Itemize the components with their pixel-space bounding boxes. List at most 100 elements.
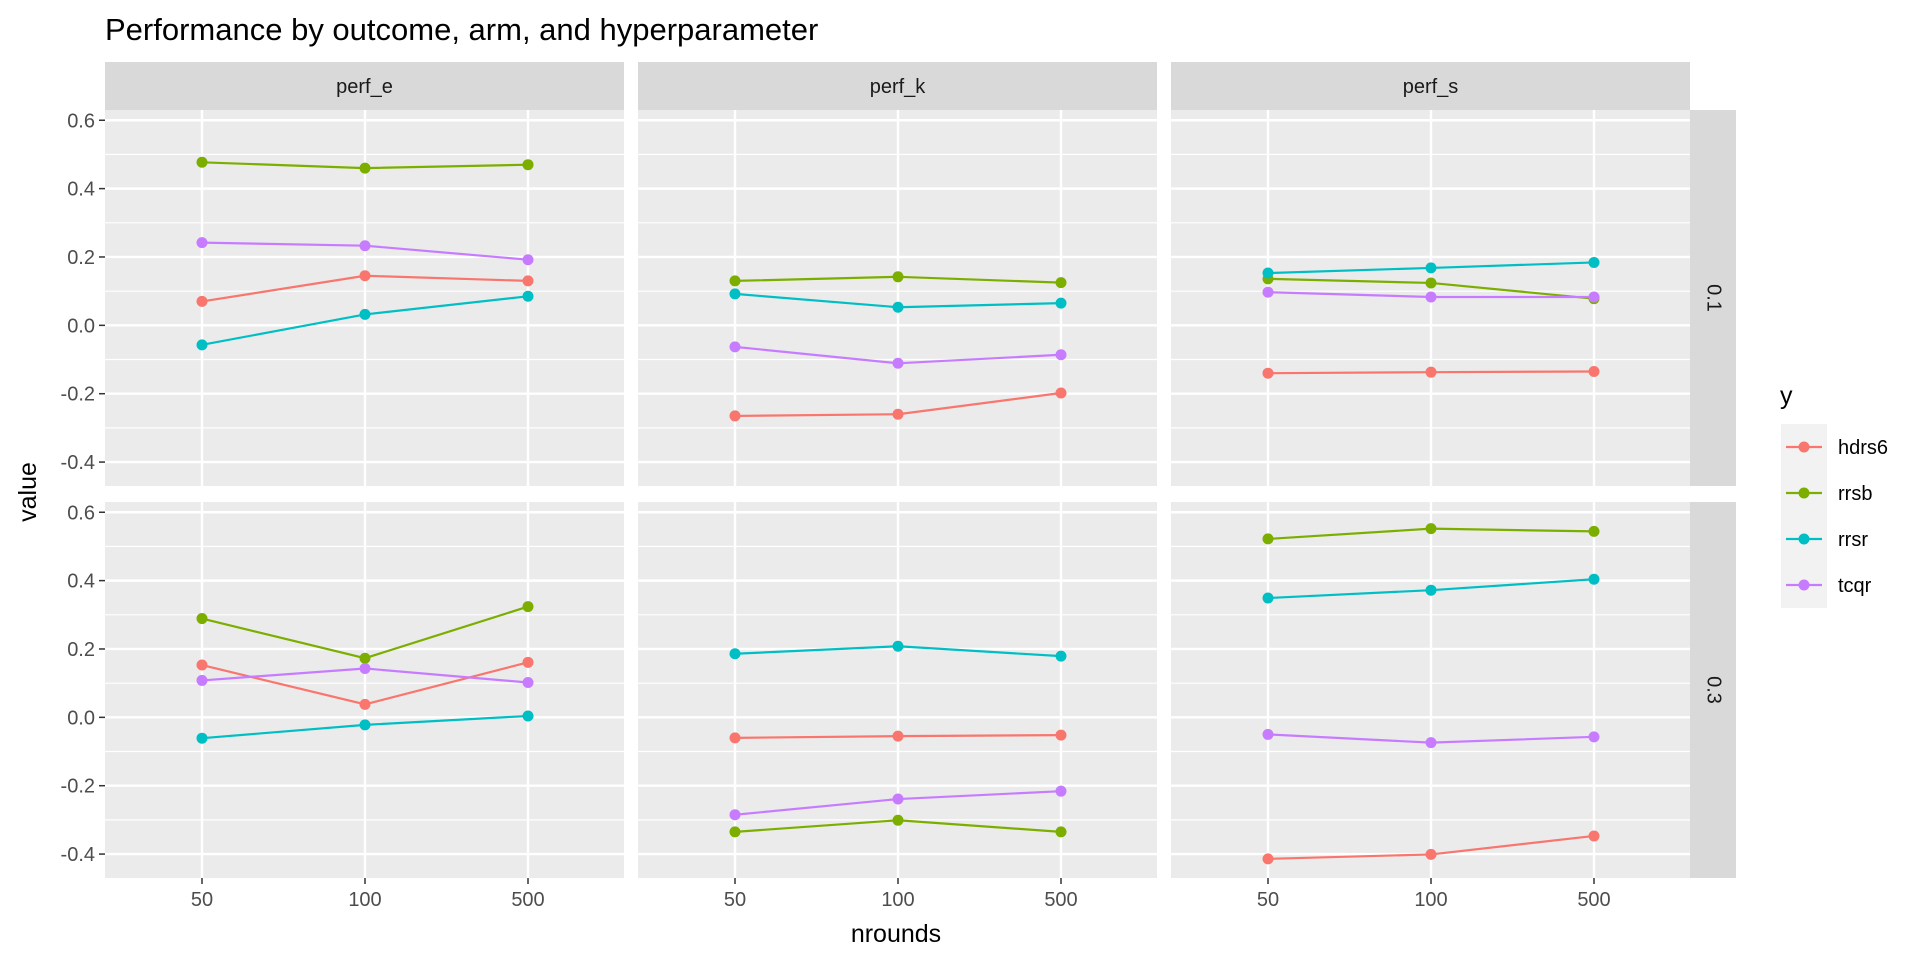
- data-point-rrsb-500: [1588, 525, 1600, 537]
- x-tick-label: 100: [881, 889, 914, 911]
- y-tick-label: 0.6: [67, 110, 95, 132]
- legend-label: tcqr: [1838, 575, 1872, 597]
- data-point-tcqr-100: [1425, 291, 1437, 303]
- column-strip-bg: [1171, 62, 1690, 110]
- series-tcqr: [729, 341, 1067, 369]
- data-point-tcqr-100: [892, 793, 904, 805]
- data-point-tcqr-500: [522, 676, 534, 688]
- y-axis-row-0.3: -0.4 -0.2 0.0 0.2 0.4 0.6: [61, 502, 105, 866]
- data-point-rrsb-100: [892, 271, 904, 283]
- data-point-rrsr-500: [1588, 573, 1600, 585]
- y-tick-label: 0.2: [67, 639, 95, 661]
- data-point-tcqr-50: [729, 341, 741, 353]
- data-point-hdrs6-500: [522, 656, 534, 668]
- data-point-rrsb-500: [522, 159, 534, 171]
- data-point-rrsr-500: [1055, 650, 1067, 662]
- data-point-rrsb-500: [1055, 277, 1067, 289]
- x-axis-perf_s: 50 100 500: [1257, 878, 1611, 911]
- data-point-rrsb-100: [892, 814, 904, 826]
- x-tick-label: 100: [348, 889, 381, 911]
- data-point-hdrs6-100: [1425, 366, 1437, 378]
- data-point-hdrs6-500: [1055, 729, 1067, 741]
- data-point-hdrs6-100: [892, 408, 904, 420]
- x-axis-title: nrounds: [851, 920, 941, 948]
- column-strip-bg: [105, 62, 624, 110]
- series-rrsr: [729, 640, 1067, 662]
- row-strip-0.1: 0.1: [1690, 110, 1736, 486]
- column-strip-label: perf_k: [870, 76, 927, 98]
- data-point-hdrs6-100: [892, 730, 904, 742]
- data-point-hdrs6-500: [522, 275, 534, 287]
- x-tick-label: 500: [1044, 889, 1077, 911]
- data-point-rrsr-100: [359, 308, 371, 320]
- legend: y hdrs6 rrsb rrsr tcqr: [1780, 382, 1888, 608]
- series-hdrs6: [729, 387, 1067, 422]
- legend-entry-tcqr: tcqr: [1781, 562, 1872, 608]
- data-point-rrsb-500: [522, 601, 534, 613]
- row-strip-bg: [1690, 110, 1736, 486]
- y-tick-label: 0.6: [67, 502, 95, 524]
- series-tcqr: [1262, 286, 1600, 303]
- series-hdrs6: [1262, 830, 1600, 865]
- data-point-rrsr-100: [359, 719, 371, 731]
- y-tick-label: 0.2: [67, 247, 95, 269]
- y-tick-label: -0.2: [61, 384, 95, 406]
- data-point-rrsr-50: [196, 339, 208, 351]
- series-rrsb: [1262, 523, 1600, 545]
- data-point-rrsb-100: [1425, 523, 1437, 535]
- data-point-tcqr-50: [196, 674, 208, 686]
- data-point-hdrs6-50: [729, 410, 741, 422]
- series-hdrs6: [1262, 365, 1600, 379]
- data-point-rrsr-50: [1262, 592, 1274, 604]
- x-tick-label: 50: [1257, 889, 1279, 911]
- data-point-rrsr-100: [1425, 584, 1437, 596]
- data-point-tcqr-500: [1055, 785, 1067, 797]
- legend-label: rrsb: [1838, 483, 1872, 505]
- data-point-hdrs6-50: [196, 659, 208, 671]
- y-tick-label: 0.0: [67, 315, 95, 337]
- column-strip-perf_s: perf_s: [1171, 62, 1690, 110]
- data-point-rrsr-100: [1425, 262, 1437, 274]
- panel-perf_k-0.3: [638, 502, 1157, 878]
- series-tcqr: [729, 785, 1067, 821]
- panel-perf_e-0.3: [105, 502, 624, 878]
- data-point-tcqr-50: [729, 809, 741, 821]
- data-point-rrsr-500: [522, 710, 534, 722]
- series-hdrs6: [729, 729, 1067, 744]
- series-rrsr: [1262, 573, 1600, 604]
- data-point-rrsr-500: [1055, 297, 1067, 309]
- data-point-hdrs6-100: [359, 698, 371, 710]
- series-rrsr: [729, 288, 1067, 313]
- legend-title: y: [1780, 382, 1793, 410]
- column-strip-perf_e: perf_e: [105, 62, 624, 110]
- data-point-rrsb-100: [359, 162, 371, 174]
- data-point-hdrs6-50: [196, 295, 208, 307]
- legend-key-point: [1798, 487, 1810, 499]
- panels-layer: perf_e perf_k perf_s 0.1 0.3 -0.4 -0.2 0.0 0.2 0.…: [61, 62, 1736, 911]
- panel-perf_s-0.3: [1171, 502, 1690, 878]
- row-strip-label: 0.1: [1703, 284, 1725, 312]
- legend-key-point: [1798, 533, 1810, 545]
- legend-label: hdrs6: [1838, 437, 1888, 459]
- data-point-rrsb-500: [1055, 826, 1067, 838]
- panel-perf_s-0.1: [1171, 110, 1690, 486]
- data-point-rrsb-50: [1262, 533, 1274, 545]
- series-rrsb: [729, 271, 1067, 289]
- data-point-rrsr-500: [522, 290, 534, 302]
- legend-entry-rrsb: rrsb: [1781, 470, 1872, 516]
- column-strip-label: perf_e: [336, 76, 393, 98]
- data-point-tcqr-100: [359, 662, 371, 674]
- x-tick-label: 100: [1414, 889, 1447, 911]
- data-point-tcqr-50: [196, 237, 208, 249]
- legend-entry-rrsr: rrsr: [1781, 516, 1868, 562]
- x-tick-label: 50: [191, 889, 213, 911]
- chart-title: Performance by outcome, arm, and hyperpa…: [105, 12, 818, 47]
- series-rrsr: [196, 290, 534, 351]
- legend-entry-hdrs6: hdrs6: [1781, 424, 1888, 470]
- data-point-hdrs6-100: [1425, 848, 1437, 860]
- y-tick-label: 0.0: [67, 707, 95, 729]
- data-point-tcqr-500: [1588, 291, 1600, 303]
- data-point-tcqr-500: [1588, 731, 1600, 743]
- data-point-rrsb-50: [196, 156, 208, 168]
